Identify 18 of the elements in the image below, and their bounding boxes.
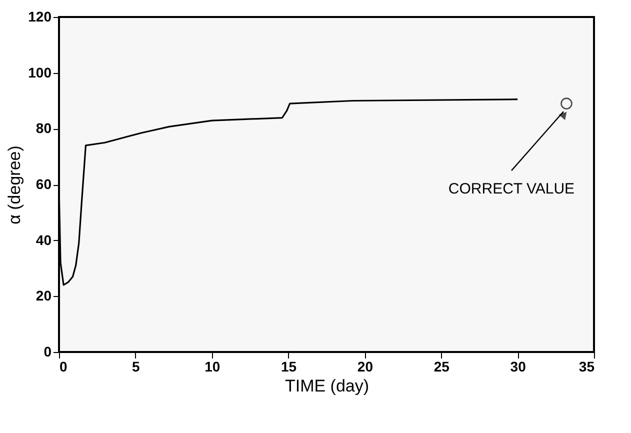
y-tick-label: 80 [36, 120, 52, 136]
x-tick-label: 5 [132, 358, 140, 374]
y-tick-label: 100 [28, 64, 52, 80]
x-axis-title: TIME (day) [284, 376, 370, 396]
y-tick-label: 40 [36, 232, 52, 248]
x-tick-label: 25 [434, 358, 450, 374]
y-axis-title: α (degree) [5, 146, 24, 224]
x-tick-label: 10 [204, 358, 220, 374]
y-tick-label: 120 [28, 8, 52, 24]
x-tick-label: 15 [280, 358, 297, 374]
y-tick-label: 0 [44, 344, 52, 360]
y-tick-label: 20 [36, 288, 52, 304]
y-tick-label: 60 [36, 176, 52, 192]
x-tick-label: 30 [510, 358, 526, 374]
annotation: CORRECT VALUE [448, 180, 575, 198]
x-tick-label: 20 [357, 358, 374, 374]
x-tick-label: 35 [578, 358, 595, 374]
x-tick-label: 0 [60, 358, 68, 374]
